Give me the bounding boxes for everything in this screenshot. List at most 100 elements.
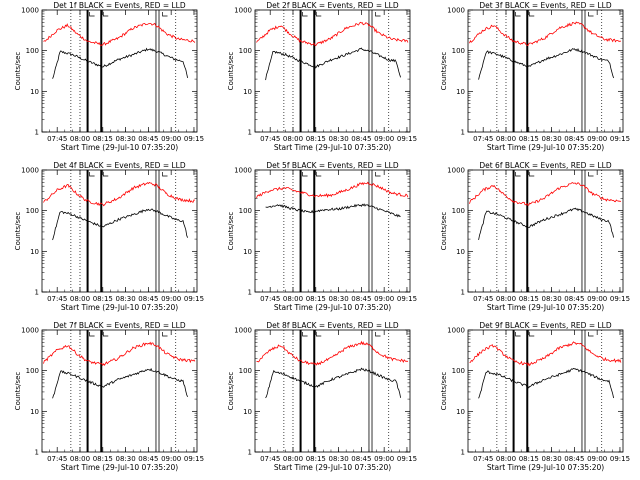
y-tick-label: 1000: [447, 7, 465, 15]
x-tick-label: 08:45: [351, 455, 371, 463]
x-tick-label: 07:45: [260, 295, 280, 303]
x-tick-label: 09:00: [161, 135, 181, 143]
x-tick-label: 09:00: [161, 455, 181, 463]
x-tick-label: 09:15: [397, 135, 417, 143]
x-tick-label: 08:45: [564, 455, 584, 463]
bracket-marker: [528, 172, 535, 177]
y-tick-label: 1000: [447, 167, 465, 175]
y-tick-label: 1: [35, 449, 39, 457]
x-tick-label: 08:15: [519, 455, 539, 463]
x-tick-label: 09:00: [587, 455, 607, 463]
y-tick-label: 100: [26, 367, 39, 375]
y-tick-label: 100: [452, 207, 465, 215]
y-axis-label: Counts/sec: [14, 372, 22, 411]
panel-title: Det 2f BLACK = Events, RED = LLD: [266, 1, 399, 10]
y-tick-label: 100: [239, 367, 252, 375]
y-axis-label: Counts/sec: [14, 212, 22, 251]
x-tick-label: 08:45: [351, 295, 371, 303]
y-tick-label: 1: [461, 289, 465, 297]
x-tick-label: 09:15: [610, 135, 630, 143]
y-tick-label: 1: [461, 129, 465, 137]
lld-series-line: [469, 182, 622, 206]
y-tick-label: 1000: [21, 327, 39, 335]
bracket-marker: [515, 172, 521, 177]
y-axis-label: Counts/sec: [440, 372, 448, 411]
x-tick-label: 08:45: [564, 295, 584, 303]
lld-series-line: [256, 181, 409, 199]
y-tick-label: 100: [452, 367, 465, 375]
lld-series-line: [43, 341, 196, 366]
detector-panel: Det 8f BLACK = Events, RED = LLD 1 10 100 10…: [227, 321, 417, 472]
detector-panel: Det 5f BLACK = Events, RED = LLD 1 10 100 10…: [227, 161, 417, 312]
x-tick-label: 08:45: [138, 295, 158, 303]
bracket-marker: [302, 332, 308, 337]
y-tick-label: 1: [248, 449, 252, 457]
x-tick-label: 08:00: [283, 135, 303, 143]
y-tick-label: 10: [456, 408, 465, 416]
y-axis-label: Counts/sec: [14, 52, 22, 91]
events-series-line: [265, 203, 401, 218]
y-tick-label: 100: [239, 47, 252, 55]
detector-panel: Det 6f BLACK = Events, RED = LLD 1 10 100 10…: [440, 161, 630, 312]
detector-panel: Det 1f BLACK = Events, RED = LLD 1 10 100 10…: [14, 1, 204, 152]
x-tick-label: 08:30: [541, 295, 561, 303]
x-tick-label: 09:00: [374, 455, 394, 463]
panel-title: Det 8f BLACK = Events, RED = LLD: [266, 321, 399, 330]
y-tick-label: 100: [26, 47, 39, 55]
bracket-marker: [515, 12, 521, 17]
lld-series-line: [469, 341, 622, 367]
x-tick-label: 07:45: [473, 135, 493, 143]
y-axis-label: Counts/sec: [440, 52, 448, 91]
y-tick-label: 10: [456, 88, 465, 96]
bracket-marker: [102, 12, 109, 17]
lld-series-line: [256, 340, 409, 366]
y-tick-label: 100: [239, 207, 252, 215]
plot-frame: [467, 169, 624, 293]
events-series-line: [52, 47, 188, 79]
x-tick-label: 08:30: [328, 455, 348, 463]
y-tick-label: 1000: [21, 167, 39, 175]
plot-frame: [41, 329, 198, 453]
x-tick-label: 09:15: [397, 455, 417, 463]
bracket-marker: [375, 172, 381, 177]
events-series-line: [478, 368, 614, 399]
bracket-marker: [302, 172, 308, 177]
detector-panel: Det 4f BLACK = Events, RED = LLD 1 10 100 10…: [14, 161, 204, 312]
lld-series-line: [43, 181, 196, 207]
x-tick-label: 08:30: [328, 295, 348, 303]
x-tick-label: 08:30: [115, 135, 135, 143]
x-tick-label: 08:45: [138, 455, 158, 463]
detector-panel: Det 2f BLACK = Events, RED = LLD 1 10 100 10…: [227, 1, 417, 152]
panel-title: Det 1f BLACK = Events, RED = LLD: [53, 1, 186, 10]
x-tick-label: 07:45: [47, 135, 67, 143]
y-axis-label: Counts/sec: [227, 212, 235, 251]
bracket-marker: [162, 12, 168, 17]
x-tick-label: 09:15: [610, 295, 630, 303]
x-tick-label: 07:45: [47, 295, 67, 303]
y-tick-label: 1: [248, 129, 252, 137]
events-series-line: [265, 47, 401, 81]
y-tick-label: 10: [30, 88, 39, 96]
bracket-marker: [302, 12, 308, 17]
events-series-line: [52, 208, 188, 241]
bracket-marker: [315, 332, 322, 337]
bracket-marker: [89, 332, 95, 337]
x-tick-label: 09:15: [184, 135, 204, 143]
x-tick-label: 08:30: [115, 455, 135, 463]
x-tick-label: 07:45: [473, 455, 493, 463]
y-tick-label: 1000: [234, 7, 252, 15]
x-tick-label: 08:15: [93, 135, 113, 143]
x-axis-label: Start Time (29-Jul-10 07:35:20): [487, 143, 604, 152]
x-tick-label: 08:00: [70, 455, 90, 463]
bracket-marker: [162, 172, 168, 177]
x-tick-label: 09:00: [587, 295, 607, 303]
x-axis-label: Start Time (29-Jul-10 07:35:20): [487, 463, 604, 472]
y-tick-label: 1000: [21, 7, 39, 15]
x-tick-label: 08:45: [351, 135, 371, 143]
y-tick-label: 100: [26, 207, 39, 215]
x-tick-label: 08:30: [328, 135, 348, 143]
x-axis-label: Start Time (29-Jul-10 07:35:20): [274, 303, 391, 312]
y-tick-label: 10: [30, 408, 39, 416]
panel-title: Det 9f BLACK = Events, RED = LLD: [479, 321, 612, 330]
y-tick-label: 1000: [234, 167, 252, 175]
